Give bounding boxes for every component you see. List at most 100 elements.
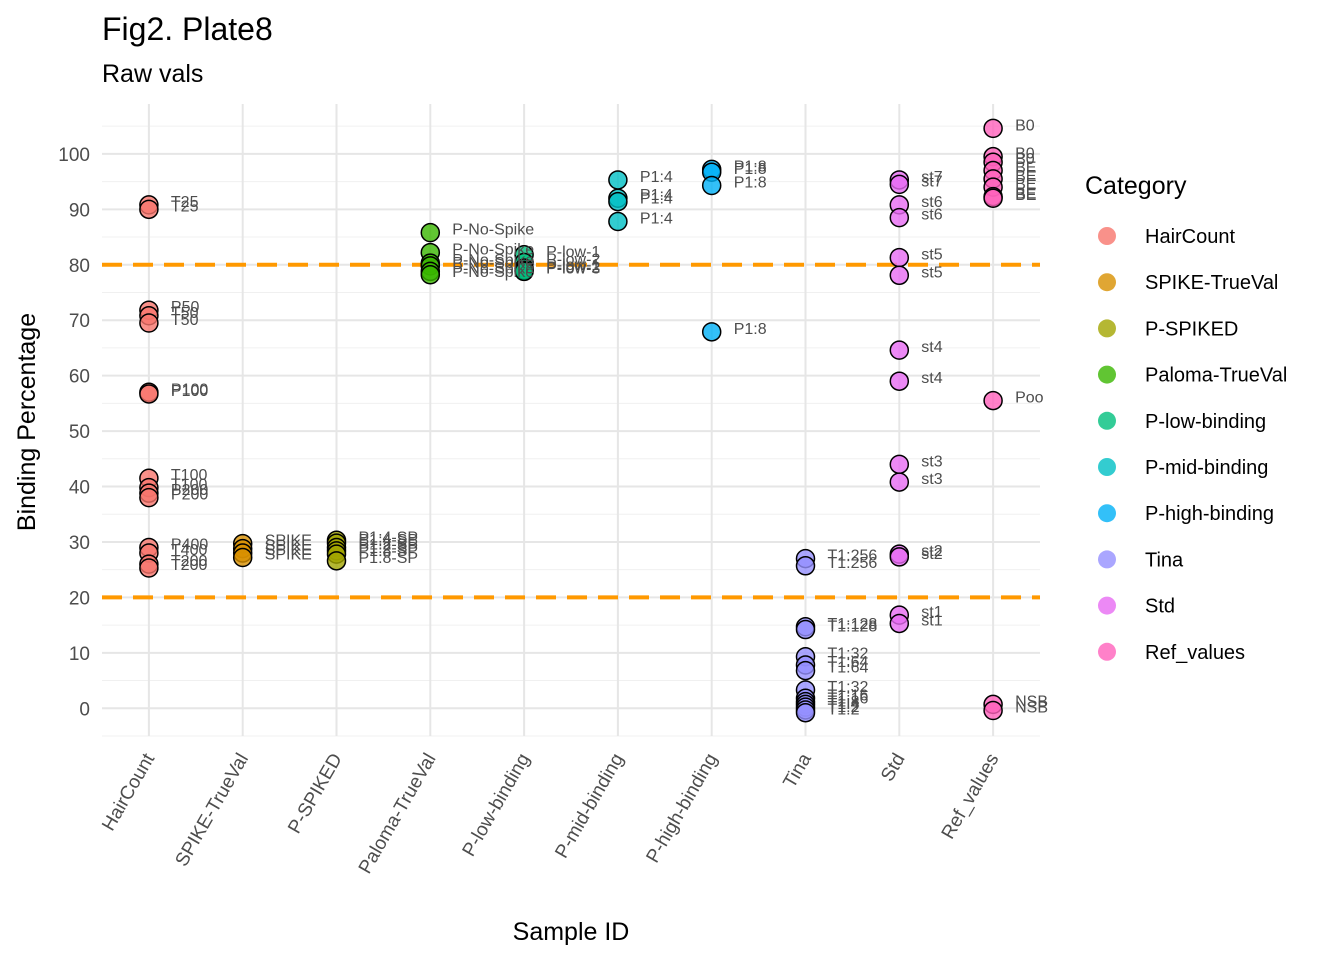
- data-point: [608, 211, 628, 232]
- point-label: P-No-Spike: [452, 222, 534, 239]
- point-label: st4: [921, 339, 942, 356]
- point-label: st3: [921, 453, 942, 470]
- data-point: [889, 454, 910, 475]
- data-point: [701, 322, 722, 342]
- y-tick-label: 40: [69, 478, 90, 499]
- y-tick-label: 10: [69, 644, 90, 665]
- y-tick-label: 60: [69, 367, 90, 388]
- point-label: SPIKE: [265, 533, 312, 550]
- point-label: T100: [171, 477, 208, 494]
- data-point: [889, 207, 910, 228]
- point-label: T1:16: [828, 691, 869, 708]
- y-tick-label: 0: [79, 699, 90, 720]
- chart-title: Fig2. Plate8: [102, 11, 273, 47]
- point-label: P200: [171, 487, 208, 504]
- point-label: SPIKE: [265, 542, 312, 559]
- data-point: [139, 313, 159, 333]
- point-label: st4: [921, 370, 942, 387]
- x-tick-label: SPIKE-TrueVal: [171, 750, 253, 870]
- data-point: [889, 265, 910, 286]
- data-point: [889, 247, 910, 268]
- point-label: P1:8: [734, 321, 767, 338]
- point-label: NSB: [1015, 699, 1048, 716]
- data-point: [983, 118, 1003, 139]
- data-point: [326, 551, 347, 571]
- point-label: B0: [1015, 146, 1035, 163]
- x-tick-label: P-SPIKED: [284, 750, 347, 837]
- point-label: BE: [1015, 186, 1036, 203]
- point-label: NSB: [1015, 693, 1048, 710]
- point-label: P-No-Spike: [452, 264, 534, 281]
- threshold-lines: [102, 262, 1040, 600]
- legend-key: [1098, 365, 1116, 384]
- x-tick-label: Tina: [780, 750, 817, 792]
- legend-title: Category: [1085, 172, 1187, 200]
- x-tick-label: Ref_values: [938, 750, 1004, 843]
- data-point: [983, 700, 1003, 721]
- legend-key: [1098, 458, 1116, 476]
- point-label: P1:8: [734, 158, 767, 175]
- data-point: [889, 613, 910, 634]
- point-label: T1:2: [828, 702, 860, 719]
- legend-key: [1098, 504, 1116, 523]
- x-tick-label: Std: [877, 750, 909, 785]
- x-axis-title: Sample ID: [513, 918, 630, 946]
- point-label: P1:2-SP: [359, 537, 419, 554]
- point-label: BE: [1015, 168, 1036, 185]
- point-labels: T25T25P50T50T50P100P100T100T100P200P200P…: [171, 117, 1048, 718]
- data-points: [139, 118, 1003, 723]
- point-label: st6: [921, 194, 942, 211]
- y-axis-title: Binding Percentage: [13, 313, 41, 531]
- point-label: P1:8-SP: [359, 543, 419, 560]
- legend-label: P-mid-binding: [1145, 457, 1268, 479]
- legend-key: [1098, 273, 1116, 292]
- point-label: st7: [921, 173, 942, 190]
- point-label: BE: [1015, 160, 1036, 177]
- x-axis-ticks: HairCount SPIKE-TrueVal P-SPIKED Paloma-Tru…: [98, 749, 1003, 877]
- data-point: [795, 619, 816, 640]
- point-label: T25: [171, 198, 199, 215]
- point-label: P400: [171, 537, 208, 554]
- y-tick-label: 80: [69, 256, 90, 277]
- data-point: [795, 660, 816, 681]
- point-label: P1:8-SP: [359, 550, 419, 567]
- data-point: [795, 556, 816, 576]
- x-tick-label: HairCount: [98, 749, 159, 834]
- point-label: P-No-Spike: [452, 255, 534, 272]
- point-label: T50: [171, 312, 199, 329]
- point-label: st5: [921, 247, 942, 264]
- point-label: P-No-Spike: [452, 252, 534, 269]
- y-tick-label: 90: [69, 200, 90, 221]
- point-label: T1:256: [828, 548, 878, 565]
- data-point: [889, 472, 910, 492]
- point-label: T1:8: [828, 693, 860, 710]
- data-point: [232, 547, 253, 568]
- x-tick-label: P-mid-binding: [551, 750, 628, 862]
- point-label: T1:32: [828, 679, 869, 696]
- legend-label: Paloma-TrueVal: [1145, 365, 1287, 387]
- point-label: P1:4: [640, 191, 673, 208]
- data-point: [983, 390, 1003, 411]
- x-tick-label: Paloma-TrueVal: [355, 750, 441, 878]
- data-point: [139, 558, 159, 578]
- y-tick-label: 50: [69, 422, 90, 443]
- point-label: st6: [921, 207, 942, 224]
- point-label: BE: [1015, 176, 1036, 193]
- point-label: T1:32: [828, 646, 869, 663]
- data-point: [514, 261, 534, 282]
- legend-label: HairCount: [1145, 226, 1235, 248]
- y-tick-label: 100: [58, 145, 90, 166]
- point-label: T1:256: [828, 555, 878, 572]
- point-label: T50: [171, 305, 199, 322]
- point-label: st1: [921, 604, 942, 621]
- point-label: P1:2-SP: [359, 540, 419, 557]
- point-label: P-No-Spike: [452, 242, 534, 259]
- y-tick-label: 20: [69, 588, 90, 609]
- legend-label: P-high-binding: [1145, 503, 1274, 525]
- point-label: P1:8: [734, 161, 767, 178]
- data-point: [795, 702, 816, 723]
- legend-key: [1098, 411, 1116, 430]
- point-label: st3: [921, 471, 942, 488]
- y-tick-label: 70: [69, 311, 90, 332]
- legend-label: P-SPIKED: [1145, 318, 1238, 340]
